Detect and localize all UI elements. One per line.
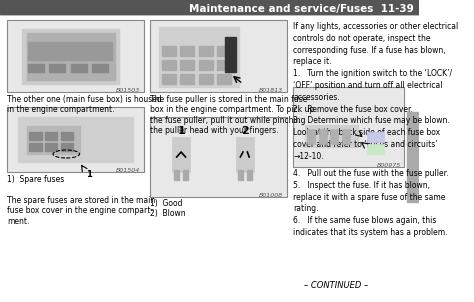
Bar bbox=[218, 74, 231, 84]
Bar bbox=[199, 74, 213, 84]
Bar bbox=[45, 132, 57, 140]
Bar bbox=[18, 117, 133, 162]
FancyBboxPatch shape bbox=[7, 20, 144, 92]
Bar bbox=[29, 143, 42, 151]
Bar bbox=[308, 129, 315, 144]
Text: 1: 1 bbox=[177, 126, 185, 136]
Bar bbox=[45, 143, 57, 151]
Bar bbox=[49, 64, 65, 72]
Bar bbox=[367, 132, 384, 142]
Bar bbox=[246, 170, 252, 180]
Text: 1)  Good
2)  Blown: 1) Good 2) Blown bbox=[150, 199, 186, 218]
Text: 4.   Pull out the fuse with the fuse puller.
5.   Inspect the fuse. If it has bl: 4. Pull out the fuse with the fuse pulle… bbox=[293, 169, 449, 237]
Text: Maintenance and service/Fuses  11-39: Maintenance and service/Fuses 11-39 bbox=[189, 4, 413, 14]
Bar bbox=[237, 170, 243, 180]
Bar bbox=[174, 170, 179, 180]
Bar bbox=[71, 64, 87, 72]
FancyBboxPatch shape bbox=[150, 20, 287, 92]
Text: B01503: B01503 bbox=[115, 88, 140, 93]
Bar bbox=[367, 144, 384, 154]
Text: 2: 2 bbox=[241, 126, 249, 136]
Text: 1: 1 bbox=[86, 170, 91, 179]
Bar bbox=[29, 132, 42, 140]
Bar bbox=[27, 33, 115, 80]
FancyBboxPatch shape bbox=[150, 117, 287, 197]
Text: B00975: B00975 bbox=[377, 163, 401, 168]
FancyBboxPatch shape bbox=[293, 87, 404, 167]
Bar bbox=[0, 0, 419, 14]
Text: B01504: B01504 bbox=[115, 168, 140, 173]
Bar bbox=[236, 137, 254, 172]
Bar bbox=[27, 126, 80, 154]
Bar bbox=[183, 170, 188, 180]
Bar bbox=[218, 60, 231, 70]
Bar bbox=[162, 46, 176, 56]
Bar bbox=[407, 112, 419, 202]
Text: The other one (main fuse box) is housed
in the engine compartment.: The other one (main fuse box) is housed … bbox=[7, 95, 162, 114]
Bar bbox=[92, 64, 108, 72]
Bar bbox=[22, 29, 119, 84]
Bar bbox=[199, 46, 213, 56]
Bar bbox=[305, 125, 358, 147]
Bar bbox=[225, 37, 236, 72]
Bar bbox=[28, 64, 44, 72]
Bar bbox=[172, 137, 190, 172]
Bar bbox=[61, 132, 73, 140]
FancyBboxPatch shape bbox=[7, 107, 144, 172]
Bar bbox=[61, 143, 73, 151]
Bar bbox=[180, 46, 194, 56]
Bar bbox=[319, 129, 327, 144]
Bar bbox=[342, 129, 350, 144]
Bar bbox=[199, 60, 213, 70]
Text: B01008: B01008 bbox=[258, 193, 283, 198]
Text: If any lights, accessories or other electrical
controls do not operate, inspect : If any lights, accessories or other elec… bbox=[293, 22, 458, 161]
Bar bbox=[180, 74, 194, 84]
Text: 1)  Spare fuses

The spare fuses are stored in the main
fuse box cover in the en: 1) Spare fuses The spare fuses are store… bbox=[7, 175, 155, 226]
Bar bbox=[159, 27, 238, 87]
Text: The fuse puller is stored in the main fuse
box in the engine compartment. To pic: The fuse puller is stored in the main fu… bbox=[150, 95, 314, 135]
Bar bbox=[218, 46, 231, 56]
Bar bbox=[162, 74, 176, 84]
Bar bbox=[330, 129, 338, 144]
Bar bbox=[180, 60, 194, 70]
Text: B01813: B01813 bbox=[258, 88, 283, 93]
Bar bbox=[162, 60, 176, 70]
Bar bbox=[28, 42, 112, 60]
Text: – CONTINUED –: – CONTINUED – bbox=[304, 281, 368, 290]
